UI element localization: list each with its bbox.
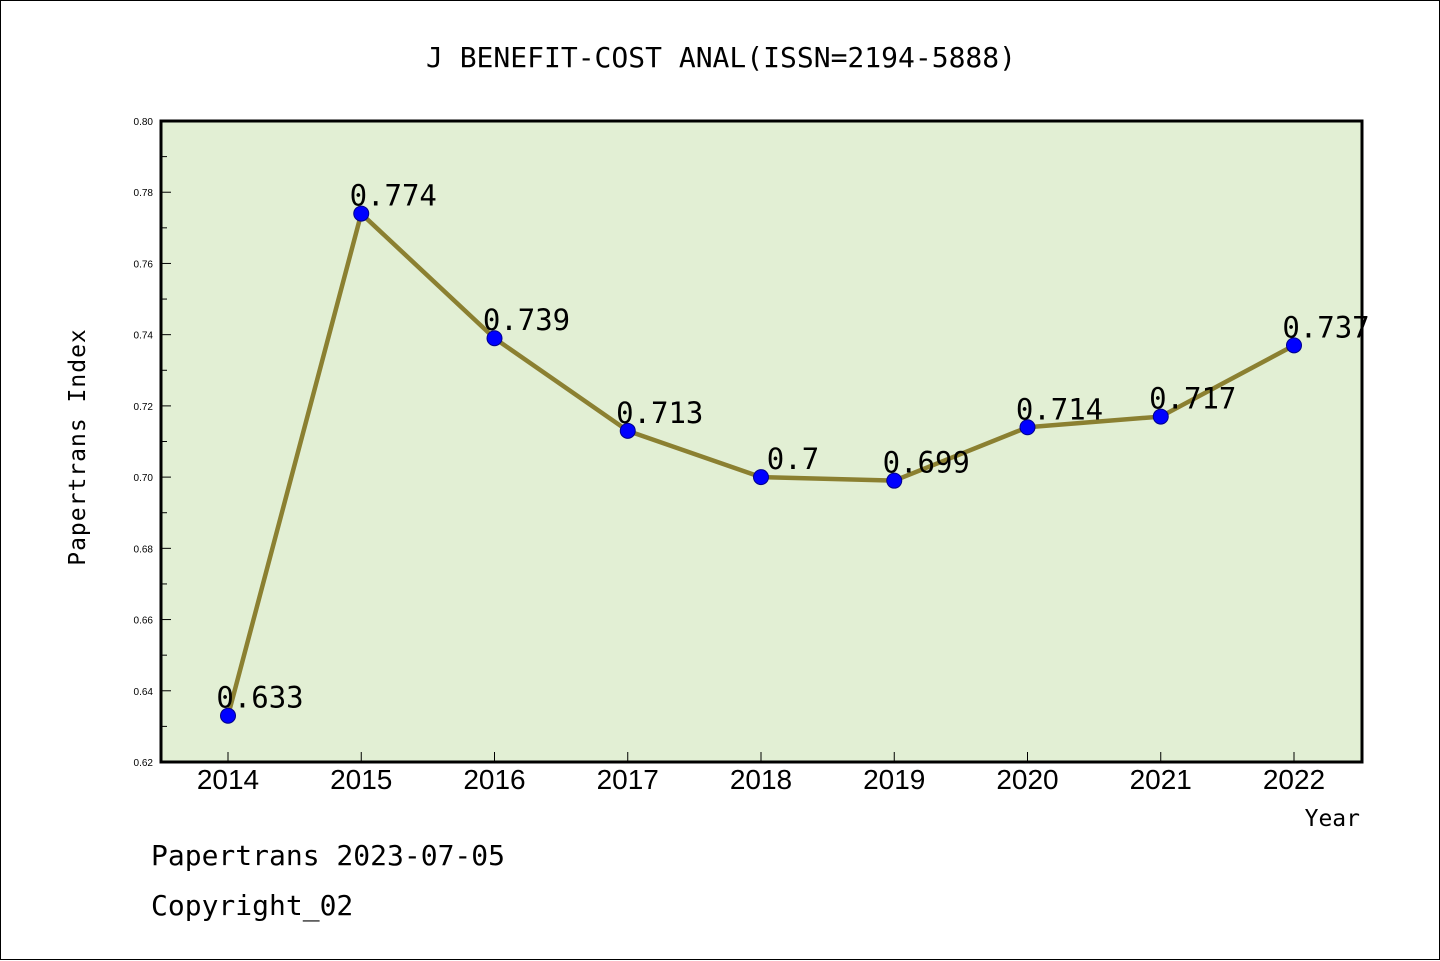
chart-title: J BENEFIT-COST ANAL(ISSN=2194-5888) bbox=[426, 41, 1016, 74]
y-tick-label: 0.72 bbox=[134, 402, 154, 413]
data-point-marker bbox=[1286, 337, 1302, 354]
x-tick-label: 2019 bbox=[863, 764, 925, 795]
data-point-marker bbox=[1152, 408, 1169, 425]
data-point-marker bbox=[486, 330, 503, 347]
x-tick-label: 2014 bbox=[197, 764, 259, 795]
x-tick-label: 2015 bbox=[330, 764, 392, 795]
data-label: 0.774 bbox=[350, 179, 437, 213]
y-tick-label: 0.62 bbox=[134, 758, 154, 769]
plot-area bbox=[159, 119, 1364, 764]
y-tick-label: 0.78 bbox=[134, 188, 154, 199]
data-point-marker bbox=[619, 422, 636, 439]
y-tick-label: 0.68 bbox=[134, 544, 154, 555]
x-tick-label: 2020 bbox=[996, 764, 1058, 795]
x-tick-label: 2017 bbox=[597, 764, 659, 795]
data-label: 0.699 bbox=[883, 446, 970, 480]
data-label: 0.739 bbox=[483, 303, 570, 337]
x-tick-label: 2018 bbox=[730, 764, 792, 795]
footer-date: Papertrans 2023-07-05 bbox=[151, 839, 505, 872]
y-tick-label: 0.70 bbox=[134, 473, 154, 484]
data-label: 0.7 bbox=[767, 442, 819, 476]
data-point-marker bbox=[220, 707, 236, 724]
data-label: 0.737 bbox=[1282, 310, 1369, 344]
y-tick-label: 0.74 bbox=[134, 331, 154, 342]
y-tick-label: 0.66 bbox=[134, 616, 154, 627]
y-tick-label: 0.80 bbox=[134, 117, 154, 128]
data-point-marker bbox=[353, 205, 370, 222]
x-tick-label: 2022 bbox=[1263, 764, 1325, 795]
x-tick-label: 2016 bbox=[463, 764, 525, 795]
x-axis-label: Year bbox=[1305, 806, 1360, 832]
data-point-marker bbox=[1019, 419, 1036, 436]
x-axis: 2014 2015 2016 2017 2018 2019 2020 2021 2022 bbox=[197, 752, 1325, 795]
y-axis: 0.62 0.64 0.66 0.68 0.70 0.72 0.74 0.76 0.78 0.80 bbox=[134, 117, 171, 769]
y-tick-label: 0.64 bbox=[134, 687, 154, 698]
data-label: 0.717 bbox=[1149, 382, 1236, 416]
x-tick-label: 2021 bbox=[1130, 764, 1192, 795]
data-point-marker bbox=[886, 472, 903, 489]
data-label: 0.714 bbox=[1016, 392, 1103, 426]
data-label: 0.633 bbox=[216, 681, 303, 715]
series-line-group bbox=[220, 205, 1302, 724]
footer-copyright: Copyright_02 bbox=[151, 889, 353, 923]
data-labels-group: 0.633 0.774 0.739 0.713 0.7 0.699 0.714 0.717 0.… bbox=[216, 179, 1369, 715]
y-axis-label: Papertrans Index bbox=[65, 328, 91, 566]
data-point-marker bbox=[753, 469, 769, 486]
data-label: 0.713 bbox=[616, 396, 703, 430]
y-tick-label: 0.76 bbox=[134, 259, 154, 270]
